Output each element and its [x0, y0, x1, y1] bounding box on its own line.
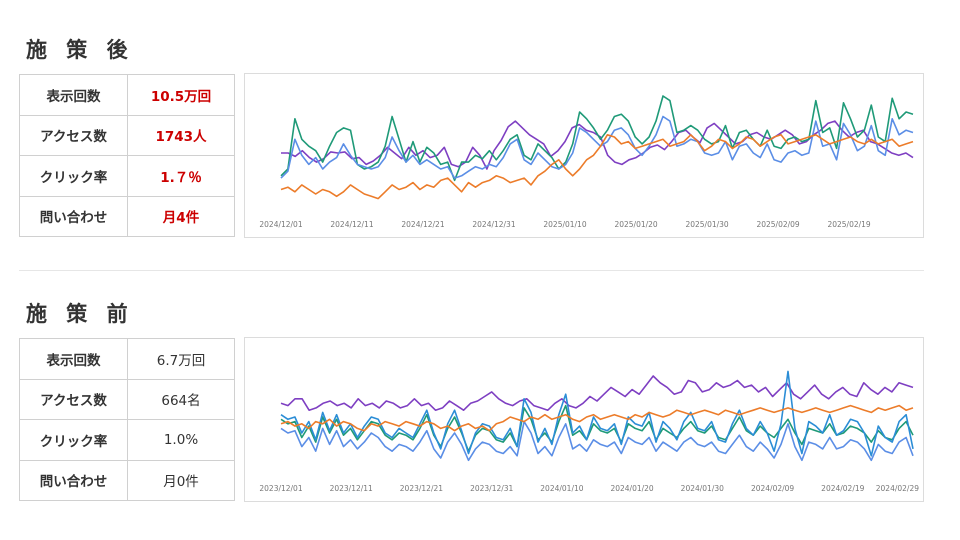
x-tick-label: 2024/12/21: [401, 220, 444, 229]
series-line-1-2: [280, 370, 914, 457]
table-row: 問い合わせ 月0件: [19, 459, 235, 501]
kpi-label: 表示回数: [19, 74, 128, 116]
table-row: クリック率 1.７％: [19, 155, 235, 197]
kpi-value: 664名: [127, 378, 235, 420]
before-section-title: 施 策 前: [26, 302, 134, 326]
kpi-value: 1.７％: [127, 155, 235, 197]
table-row: アクセス数 1743人: [19, 114, 235, 156]
after-chart: 2024/12/01 2024/12/11 2024/12/21 2024/12/31…: [244, 73, 924, 238]
x-tick-label: 2024/02/19: [821, 484, 864, 493]
kpi-label: 問い合わせ: [19, 459, 128, 501]
x-tick-label: 2024/02/09: [751, 484, 794, 493]
kpi-value: 月4件: [127, 195, 235, 237]
x-tick-label: 2023/12/31: [470, 484, 513, 493]
kpi-label: クリック率: [19, 155, 128, 197]
series-line-0-3: [280, 133, 914, 200]
before-kpi-table: 表示回数 6.7万回 アクセス数 664名 クリック率 1.0% 問い合わせ 月…: [19, 338, 235, 501]
after-kpi-table: 表示回数 10.5万回 アクセス数 1743人 クリック率 1.７％ 問い合わせ…: [19, 74, 235, 237]
x-tick-label: 2023/12/11: [330, 484, 373, 493]
x-tick-label: 2024/01/10: [540, 484, 583, 493]
kpi-value: 1743人: [127, 114, 235, 156]
series-line-1-4: [280, 404, 914, 432]
kpi-label: アクセス数: [19, 378, 128, 420]
x-tick-label: 2023/12/21: [400, 484, 443, 493]
x-tick-label: 2025/02/19: [827, 220, 870, 229]
table-row: クリック率 1.0%: [19, 419, 235, 461]
kpi-label: 表示回数: [19, 338, 128, 380]
series-line-0-1: [280, 95, 914, 182]
after-section-title: 施 策 後: [26, 38, 134, 62]
kpi-value: 1.0%: [127, 419, 235, 461]
x-tick-label: 2025/01/20: [614, 220, 657, 229]
after-line-chart: 2024/12/01 2024/12/11 2024/12/21 2024/12/31…: [259, 95, 914, 229]
kpi-label: 問い合わせ: [19, 195, 128, 237]
table-row: アクセス数 664名: [19, 378, 235, 420]
x-tick-label: 2024/12/11: [330, 220, 373, 229]
series-line-1-1: [280, 404, 914, 452]
table-row: 問い合わせ 月4件: [19, 195, 235, 237]
x-tick-label: 2024/12/01: [259, 220, 302, 229]
x-tick-label: 2025/01/30: [685, 220, 728, 229]
kpi-value: 6.7万回: [127, 338, 235, 380]
series-line-0-2: [280, 115, 914, 179]
kpi-value: 月0件: [127, 459, 235, 501]
x-tick-label: 2023/12/01: [259, 484, 302, 493]
kpi-value: 10.5万回: [127, 74, 235, 116]
x-tick-label: 2025/01/10: [543, 220, 586, 229]
before-line-chart: 2023/12/01 2023/12/11 2023/12/21 2023/12/31…: [259, 370, 919, 493]
kpi-label: クリック率: [19, 419, 128, 461]
table-row: 表示回数 6.7万回: [19, 338, 235, 380]
x-tick-label: 2024/12/31: [472, 220, 515, 229]
x-tick-label: 2024/02/29: [876, 484, 919, 493]
series-line-1-0: [280, 375, 914, 411]
x-tick-label: 2024/01/20: [610, 484, 653, 493]
section-divider: [19, 270, 924, 271]
x-tick-label: 2025/02/09: [756, 220, 799, 229]
before-chart: 2023/12/01 2023/12/11 2023/12/21 2023/12/31…: [244, 337, 924, 502]
x-tick-label: 2024/01/30: [681, 484, 724, 493]
kpi-label: アクセス数: [19, 114, 128, 156]
table-row: 表示回数 10.5万回: [19, 74, 235, 116]
series-line-1-3: [280, 420, 914, 462]
